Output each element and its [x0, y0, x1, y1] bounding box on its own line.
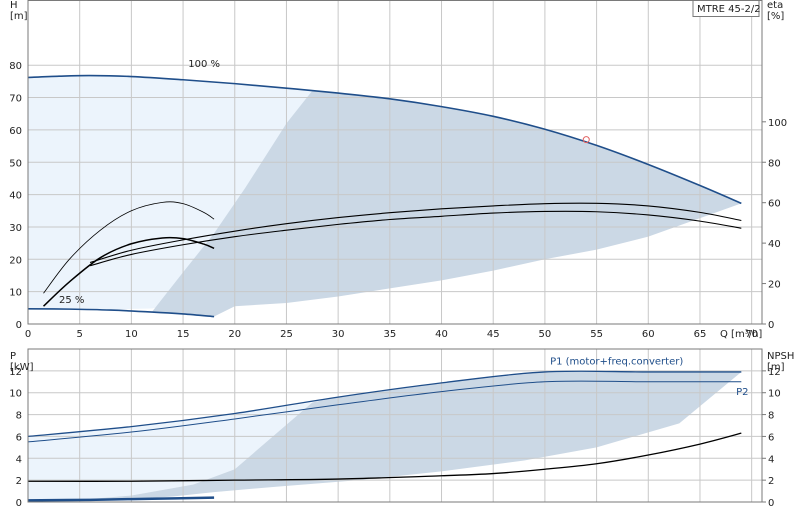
- power-y-tick-label: 6: [16, 432, 22, 443]
- head-y-tick-label: 30: [9, 223, 22, 234]
- power-dark-region: [28, 371, 742, 502]
- model-label: MTRE 45-2/2: [697, 4, 761, 15]
- x-tick-label: 50: [539, 329, 552, 340]
- x-tick-label: 0: [25, 329, 31, 340]
- power-y-axis-title: [kW]: [10, 362, 34, 373]
- speed-annotation: 100 %: [188, 59, 220, 70]
- x-tick-label: 70: [745, 329, 758, 340]
- head-y2-tick-label: 0: [768, 320, 774, 331]
- model-box: [692, 0, 760, 17]
- x-tick-label: 25: [280, 329, 293, 340]
- head-light-region: [28, 75, 313, 310]
- power-y2-tick-label: 10: [768, 389, 781, 400]
- power-y-tick-label: 0: [16, 498, 22, 509]
- power-y-tick-label: 12: [9, 367, 22, 378]
- x-tick-label: 45: [487, 329, 500, 340]
- head-y-axis-title: H: [10, 0, 18, 11]
- head-y2-tick-label: 60: [768, 199, 781, 210]
- x-tick-label: 60: [642, 329, 655, 340]
- power-y-tick-label: 10: [9, 389, 22, 400]
- curve-eta-lower: [89, 210, 742, 267]
- head-y-tick-label: 0: [16, 320, 22, 331]
- curve-head-25: [27, 307, 215, 318]
- x-axis-title: Q [m³/h]: [720, 329, 762, 340]
- x-tick-label: 15: [177, 329, 190, 340]
- duty-point-marker: [582, 136, 590, 144]
- curve-p2: [27, 380, 742, 443]
- head-y2-tick-label: 80: [768, 158, 781, 169]
- head-y2-axis-title: eta: [767, 0, 783, 11]
- head-y-tick-label: 10: [9, 288, 22, 299]
- curve-npsh: [27, 432, 742, 482]
- power-light-region: [28, 402, 313, 502]
- x-tick-label: 65: [694, 329, 707, 340]
- curve-head-100: [27, 74, 742, 205]
- power-y2-tick-label: 0: [768, 498, 774, 509]
- head-y-tick-label: 20: [9, 255, 22, 266]
- x-tick-label: 30: [332, 329, 345, 340]
- x-tick-label: 10: [125, 329, 138, 340]
- power-y2-axis-title: [m]: [767, 362, 785, 373]
- head-y2-tick-label: 40: [768, 239, 781, 250]
- head-y2-tick-label: 100: [768, 118, 787, 129]
- x-tick-label: 55: [590, 329, 603, 340]
- series-label: P1 (motor+freq.converter): [550, 356, 683, 367]
- x-tick-label: 35: [383, 329, 396, 340]
- power-y-tick-label: 8: [16, 411, 22, 422]
- speed-annotation: 25 %: [59, 295, 84, 306]
- series-label: P2: [736, 387, 748, 398]
- head-y-tick-label: 50: [9, 158, 22, 169]
- head-y-tick-label: 60: [9, 126, 22, 137]
- head-y2-axis-title: [%]: [767, 11, 784, 22]
- head-y-axis-title: [m]: [10, 11, 28, 22]
- x-tick-label: 20: [228, 329, 241, 340]
- head-dark-region: [152, 90, 742, 317]
- power-y2-tick-label: 2: [768, 476, 774, 487]
- power-y-axis-title: P: [10, 351, 16, 362]
- power-y2-axis-title: NPSH: [767, 351, 794, 362]
- power-y-tick-label: 2: [16, 476, 22, 487]
- power-y-tick-label: 4: [16, 454, 22, 465]
- head-y-tick-label: 80: [9, 61, 22, 72]
- curve-eta-part-lower: [42, 236, 215, 307]
- head-y-tick-label: 70: [9, 94, 22, 105]
- curve-p-25: [27, 496, 215, 502]
- x-tick-label: 40: [435, 329, 448, 340]
- power-y2-tick-label: 6: [768, 432, 774, 443]
- power-plot-frame: [27, 348, 763, 503]
- power-y2-tick-label: 8: [768, 411, 774, 422]
- curve-p1: [27, 370, 742, 438]
- x-tick-label: 5: [77, 329, 83, 340]
- head-y2-tick-label: 20: [768, 280, 781, 291]
- head-y-tick-label: 40: [9, 191, 22, 202]
- power-y2-tick-label: 12: [768, 367, 781, 378]
- power-y2-tick-label: 4: [768, 454, 774, 465]
- curve-eta-part-upper: [43, 201, 215, 294]
